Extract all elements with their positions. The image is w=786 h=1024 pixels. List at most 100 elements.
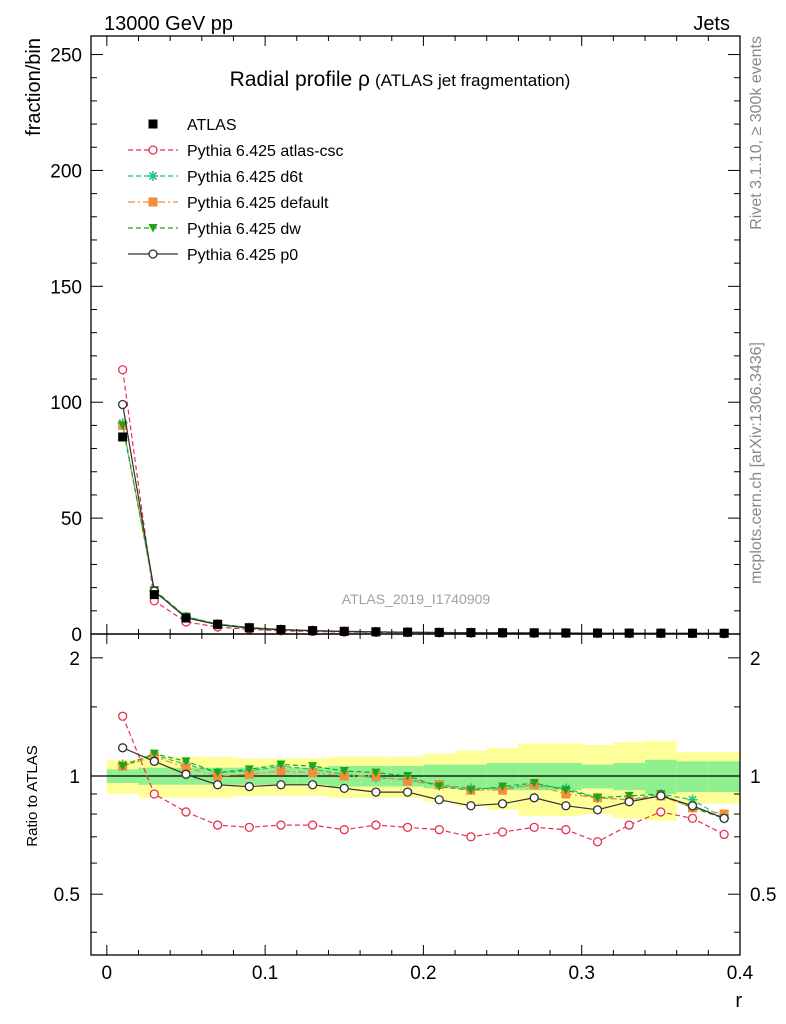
ratio-circle-open-point bbox=[339, 783, 349, 794]
ratio-plot bbox=[117, 711, 730, 847]
ratio-circle-open-point bbox=[497, 827, 508, 837]
ratio-circle-open-point bbox=[624, 820, 634, 830]
x-tick-label: 0.2 bbox=[410, 963, 436, 984]
analysis-watermark: ATLAS_2019_I1740909 bbox=[342, 591, 491, 607]
ratio-circle-open-point bbox=[181, 807, 191, 817]
main-data-point bbox=[624, 628, 634, 638]
ratio-square-point bbox=[339, 771, 349, 781]
main-data-point bbox=[688, 628, 698, 638]
legend-marker bbox=[148, 119, 158, 129]
ratio-star-line bbox=[122, 754, 725, 819]
main-circle-open-line bbox=[122, 369, 725, 635]
legend-marker bbox=[148, 224, 158, 233]
main-data-point bbox=[118, 432, 128, 442]
legend-entry: Pythia 6.425 d6t bbox=[128, 169, 303, 186]
ratio-circle-open-line bbox=[122, 747, 725, 819]
header-right: Jets bbox=[693, 13, 730, 35]
ratio-triangle-down-point bbox=[498, 782, 508, 792]
rivet-version-label: Rivet 3.1.10, ≥ 300k events bbox=[748, 36, 765, 230]
chart-title: Radial profile ρ bbox=[230, 68, 370, 91]
ratio-triangle-down-line bbox=[122, 753, 725, 819]
ratio-y-tick-label-right: 0.5 bbox=[750, 885, 776, 906]
ratio-triangle-down-point bbox=[403, 772, 413, 781]
main-data-point bbox=[213, 619, 223, 629]
ratio-circle-open-point bbox=[719, 813, 729, 824]
ratio-circle-open-point bbox=[656, 807, 666, 817]
legend-label: Pythia 6.425 d6t bbox=[187, 169, 303, 186]
ratio-circle-open-point bbox=[656, 791, 666, 801]
ratio-circle-open-point bbox=[434, 825, 444, 835]
main-data-point bbox=[371, 627, 381, 637]
legend-marker bbox=[148, 197, 158, 207]
ratio-triangle-down-point bbox=[149, 749, 159, 759]
ratio-circle-open-point bbox=[212, 820, 223, 830]
axes: 0 0.1 0.2 0.3 0.4 0 50 100 150 200 250 0.5 0.5 1 1 2 2 bbox=[50, 35, 776, 984]
legend-entry: Pythia 6.425 atlas-csc bbox=[128, 143, 344, 160]
ratio-circle-open-point bbox=[624, 797, 634, 807]
ratio-circle-open-point bbox=[244, 781, 254, 792]
ratio-circle-open-point bbox=[212, 780, 223, 790]
ratio-triangle-down-point bbox=[529, 778, 539, 788]
main-data-point bbox=[308, 626, 318, 636]
ratio-circle-open-point bbox=[118, 711, 128, 721]
ratio-square-line bbox=[122, 756, 725, 815]
main-data-point bbox=[244, 623, 254, 633]
legend-label: ATLAS bbox=[187, 117, 237, 134]
ratio-circle-open-point bbox=[466, 832, 476, 842]
ratio-triangle-down-point bbox=[244, 765, 254, 774]
legend-marker bbox=[148, 145, 158, 155]
stat-uncertainty-band bbox=[676, 761, 709, 793]
y-tick-label: 150 bbox=[50, 277, 82, 298]
ratio-circle-open-point bbox=[402, 787, 413, 797]
ratio-circle-open-point bbox=[276, 820, 286, 830]
y-tick-label: 50 bbox=[61, 509, 82, 530]
ratio-circle-open-point bbox=[149, 756, 159, 766]
main-triangle-down-point bbox=[118, 421, 128, 430]
legend-label: Pythia 6.425 default bbox=[187, 195, 329, 212]
ratio-circle-open-point bbox=[592, 805, 603, 815]
y-axis-label-ratio: Ratio to ATLAS bbox=[24, 745, 41, 846]
ratio-triangle-down-point bbox=[118, 762, 128, 771]
mcplots-reference-label: mcplots.cern.ch [arXiv:1306.3436] bbox=[748, 342, 765, 584]
legend-entry: Pythia 6.425 dw bbox=[128, 221, 301, 238]
ratio-circle-open-point bbox=[529, 793, 539, 803]
main-data-series bbox=[118, 432, 729, 638]
main-data-point bbox=[529, 628, 539, 638]
x-tick-label: 0 bbox=[102, 963, 113, 984]
ratio-triangle-down-point bbox=[339, 766, 349, 776]
ratio-star-point bbox=[687, 794, 698, 805]
ratio-circle-open-point bbox=[244, 822, 254, 832]
ratio-circle-open-point bbox=[276, 780, 286, 790]
ratio-circle-open-point bbox=[307, 820, 318, 830]
y-tick-label: 250 bbox=[50, 46, 82, 67]
main-data-point bbox=[466, 628, 476, 638]
main-data-point bbox=[561, 628, 571, 638]
ratio-circle-open-series bbox=[118, 743, 729, 824]
ratio-square-point bbox=[308, 768, 318, 778]
ratio-circle-open-point bbox=[687, 801, 698, 811]
ratio-y-tick-label-right: 1 bbox=[750, 767, 761, 788]
ratio-triangle-down-point bbox=[213, 768, 223, 778]
ratio-circle-open-point bbox=[149, 789, 159, 799]
ratio-square-point bbox=[244, 769, 254, 779]
legend: ATLAS Pythia 6.425 atlas-csc Pythia 6.425 … bbox=[128, 117, 344, 264]
ratio-circle-open-point bbox=[371, 820, 381, 830]
ratio-circle-open-point bbox=[529, 822, 539, 832]
x-tick-label: 0.1 bbox=[252, 963, 278, 984]
ratio-circle-open-point bbox=[719, 829, 729, 840]
ratio-circle-open-point bbox=[339, 825, 349, 835]
main-data-point bbox=[498, 628, 508, 638]
y-tick-label: 0 bbox=[71, 625, 82, 646]
ratio-circle-open-point bbox=[561, 801, 571, 811]
ratio-y-tick-label-right: 2 bbox=[750, 649, 761, 670]
ratio-triangle-down-point bbox=[466, 786, 476, 795]
ratio-triangle-down-point bbox=[276, 760, 286, 769]
main-circle-open-point bbox=[118, 399, 128, 410]
ratio-y-tick-label: 2 bbox=[69, 649, 80, 670]
ratio-triangle-down-point bbox=[593, 793, 603, 803]
ratio-y-tick-label: 0.5 bbox=[54, 885, 80, 906]
legend-label: Pythia 6.425 atlas-csc bbox=[187, 143, 344, 160]
main-data-point bbox=[403, 627, 413, 637]
chart-subtitle: (ATLAS jet fragmentation) bbox=[375, 71, 570, 90]
